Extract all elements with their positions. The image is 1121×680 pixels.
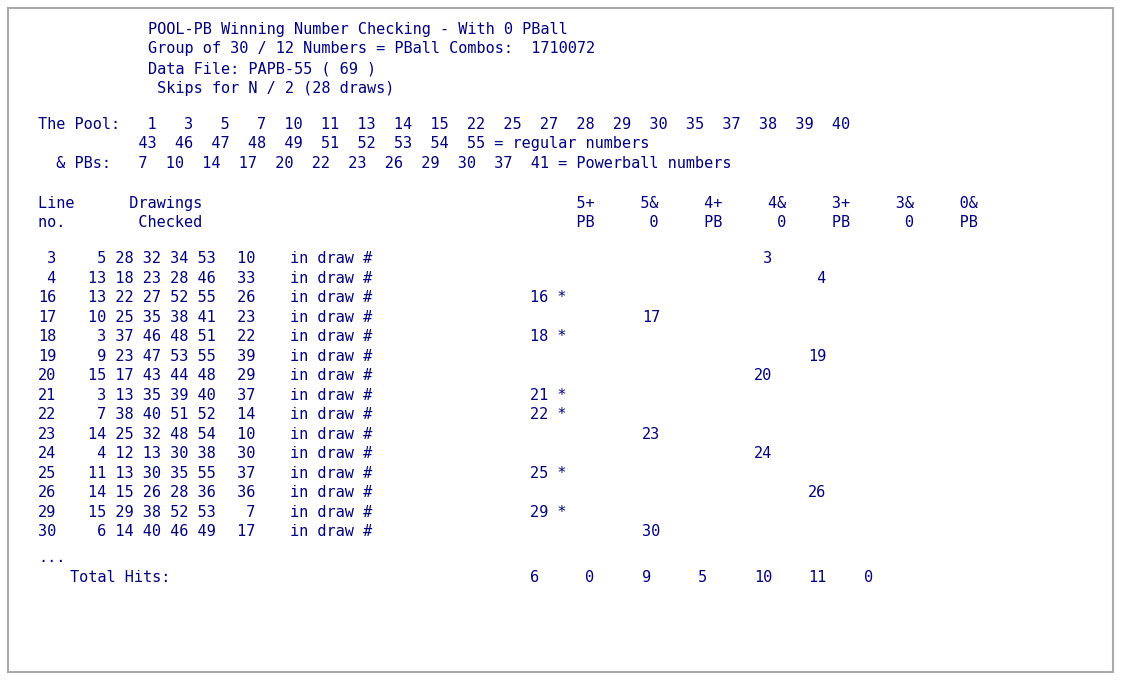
Text: 20: 20 xyxy=(38,368,56,383)
Text: 26: 26 xyxy=(38,485,56,500)
Text: The Pool:   1   3   5   7  10  11  13  14  15  22  25  27  28  29  30  35  37  3: The Pool: 1 3 5 7 10 11 13 14 15 22 25 2… xyxy=(38,116,850,131)
Text: 29: 29 xyxy=(38,505,56,520)
Text: 19: 19 xyxy=(808,349,826,364)
Text: 4 12 13 30 38: 4 12 13 30 38 xyxy=(89,446,215,461)
Text: 6 14 40 46 49: 6 14 40 46 49 xyxy=(89,524,215,539)
Text: 4: 4 xyxy=(38,271,56,286)
Text: 9: 9 xyxy=(642,570,651,585)
Text: 9 23 47 53 55: 9 23 47 53 55 xyxy=(89,349,215,364)
Text: Total Hits:: Total Hits: xyxy=(70,570,170,585)
Text: 23: 23 xyxy=(38,426,56,441)
Text: 23: 23 xyxy=(228,309,256,324)
Text: 21: 21 xyxy=(38,388,56,403)
Text: 18: 18 xyxy=(38,329,56,344)
Text: Group of 30 / 12 Numbers = PBall Combos:  1710072: Group of 30 / 12 Numbers = PBall Combos:… xyxy=(148,41,595,56)
Text: 30: 30 xyxy=(642,524,660,539)
Text: 0: 0 xyxy=(864,570,873,585)
Text: 16: 16 xyxy=(38,290,56,305)
Text: 39: 39 xyxy=(228,349,256,364)
Text: in draw #: in draw # xyxy=(290,388,372,403)
Text: 10 25 35 38 41: 10 25 35 38 41 xyxy=(89,309,215,324)
Text: 14 25 32 48 54: 14 25 32 48 54 xyxy=(89,426,215,441)
Text: 24: 24 xyxy=(754,446,772,461)
Text: in draw #: in draw # xyxy=(290,466,372,481)
Text: 3: 3 xyxy=(754,251,772,266)
Text: 30: 30 xyxy=(228,446,256,461)
Text: 7 38 40 51 52: 7 38 40 51 52 xyxy=(89,407,215,422)
Text: 15 17 43 44 48: 15 17 43 44 48 xyxy=(89,368,215,383)
Text: 15 29 38 52 53: 15 29 38 52 53 xyxy=(89,505,215,520)
Text: 10: 10 xyxy=(228,251,256,266)
Text: 7: 7 xyxy=(228,505,256,520)
Text: 17: 17 xyxy=(228,524,256,539)
Text: Line      Drawings                                         5+     5&     4+     : Line Drawings 5+ 5& 4+ xyxy=(38,196,978,211)
Text: 5 28 32 34 53: 5 28 32 34 53 xyxy=(89,251,215,266)
Text: 5: 5 xyxy=(698,570,707,585)
Text: 11 13 30 35 55: 11 13 30 35 55 xyxy=(89,466,215,481)
Text: 19: 19 xyxy=(38,349,56,364)
Text: 18 *: 18 * xyxy=(530,329,566,344)
Text: 4: 4 xyxy=(808,271,826,286)
Text: in draw #: in draw # xyxy=(290,251,372,266)
Text: in draw #: in draw # xyxy=(290,309,372,324)
Text: 11: 11 xyxy=(808,570,826,585)
Text: 26: 26 xyxy=(228,290,256,305)
Text: 14: 14 xyxy=(228,407,256,422)
Text: ...: ... xyxy=(38,550,65,566)
Text: in draw #: in draw # xyxy=(290,290,372,305)
Text: 30: 30 xyxy=(38,524,56,539)
Text: 22: 22 xyxy=(228,329,256,344)
Text: 14 15 26 28 36: 14 15 26 28 36 xyxy=(89,485,215,500)
Text: in draw #: in draw # xyxy=(290,524,372,539)
Text: 16 *: 16 * xyxy=(530,290,566,305)
Text: in draw #: in draw # xyxy=(290,505,372,520)
Text: 10: 10 xyxy=(754,570,772,585)
Text: 6: 6 xyxy=(530,570,539,585)
Text: in draw #: in draw # xyxy=(290,271,372,286)
Text: no.        Checked                                         PB      0     PB     : no. Checked PB 0 PB xyxy=(38,215,978,230)
Text: 22: 22 xyxy=(38,407,56,422)
Text: 37: 37 xyxy=(228,388,256,403)
Text: 22 *: 22 * xyxy=(530,407,566,422)
Text: 17: 17 xyxy=(642,309,660,324)
Text: 3 37 46 48 51: 3 37 46 48 51 xyxy=(89,329,215,344)
Text: 43  46  47  48  49  51  52  53  54  55 = regular numbers: 43 46 47 48 49 51 52 53 54 55 = regular … xyxy=(38,136,649,151)
Text: 0: 0 xyxy=(585,570,594,585)
Text: in draw #: in draw # xyxy=(290,485,372,500)
Text: in draw #: in draw # xyxy=(290,407,372,422)
Text: 29: 29 xyxy=(228,368,256,383)
Text: 17: 17 xyxy=(38,309,56,324)
Text: 33: 33 xyxy=(228,271,256,286)
Text: in draw #: in draw # xyxy=(290,426,372,441)
Text: 37: 37 xyxy=(228,466,256,481)
Text: Skips for N / 2 (28 draws): Skips for N / 2 (28 draws) xyxy=(148,80,395,95)
Text: 21 *: 21 * xyxy=(530,388,566,403)
Text: 36: 36 xyxy=(228,485,256,500)
Text: 29 *: 29 * xyxy=(530,505,566,520)
Text: Data File: PAPB-55 ( 69 ): Data File: PAPB-55 ( 69 ) xyxy=(148,61,377,76)
Text: 3 13 35 39 40: 3 13 35 39 40 xyxy=(89,388,215,403)
Text: 13 22 27 52 55: 13 22 27 52 55 xyxy=(89,290,215,305)
Text: 25: 25 xyxy=(38,466,56,481)
Text: & PBs:   7  10  14  17  20  22  23  26  29  30  37  41 = Powerball numbers: & PBs: 7 10 14 17 20 22 23 26 29 30 37 4… xyxy=(38,156,732,171)
Text: in draw #: in draw # xyxy=(290,329,372,344)
Text: 24: 24 xyxy=(38,446,56,461)
Text: 13 18 23 28 46: 13 18 23 28 46 xyxy=(89,271,215,286)
Text: 10: 10 xyxy=(228,426,256,441)
Text: in draw #: in draw # xyxy=(290,349,372,364)
Text: 23: 23 xyxy=(642,426,660,441)
Text: 3: 3 xyxy=(38,251,56,266)
Text: 20: 20 xyxy=(754,368,772,383)
Text: in draw #: in draw # xyxy=(290,368,372,383)
Text: 25 *: 25 * xyxy=(530,466,566,481)
Text: in draw #: in draw # xyxy=(290,446,372,461)
Text: POOL-PB Winning Number Checking - With 0 PBall: POOL-PB Winning Number Checking - With 0… xyxy=(148,22,567,37)
Text: 26: 26 xyxy=(808,485,826,500)
